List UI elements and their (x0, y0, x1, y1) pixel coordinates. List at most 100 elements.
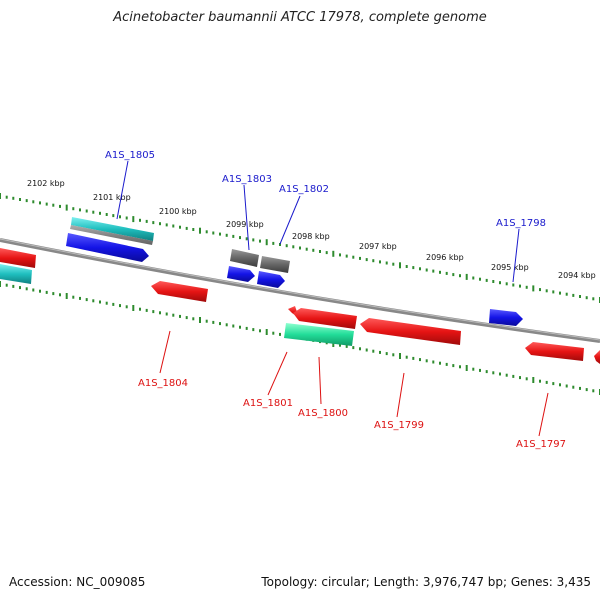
bottom-tick-66 (439, 361, 441, 365)
genome-backbone-highlight (0, 238, 600, 341)
gene-arrow-a1s1804[interactable] (151, 281, 208, 302)
top-tick-49 (325, 251, 328, 255)
gene-arrow-a1s1802-blue[interactable] (257, 271, 285, 288)
top-tick-30 (199, 227, 201, 234)
top-tick-12 (79, 208, 81, 212)
bottom-tick-29 (192, 317, 195, 321)
top-tick-89 (592, 297, 595, 301)
gene-labels: A1S_1805 A1S_1803 A1S_1802 A1S_1798 A1S_… (105, 150, 566, 450)
bottom-tick-41 (272, 331, 275, 335)
top-tick-41 (272, 241, 275, 245)
gene-label-a1s1800[interactable]: A1S_1800 (298, 408, 348, 419)
gene-arrow-left-teal[interactable] (0, 264, 32, 284)
gene-arrow-a1s1801[interactable] (284, 323, 354, 346)
top-tick-21 (139, 218, 141, 222)
top-tick-76 (505, 282, 508, 286)
scale-ticks-top (0, 193, 600, 303)
bottom-tick-59 (392, 353, 395, 357)
scale-label-2100: 2100 kbp (159, 207, 197, 216)
gene-label-a1s1804[interactable]: A1S_1804 (138, 378, 188, 389)
bottom-tick-74 (492, 371, 495, 375)
gene-arrow-a1s1798[interactable] (489, 309, 523, 326)
top-tick-78 (519, 284, 521, 288)
top-tick-45 (299, 246, 301, 250)
bottom-tick-20 (132, 305, 135, 311)
bottom-tick-3 (19, 286, 21, 290)
top-tick-72 (479, 277, 481, 281)
bottom-tick-80 (532, 377, 535, 383)
top-tick-8 (52, 203, 55, 207)
top-tick-55 (365, 258, 368, 262)
bottom-tick-16 (105, 301, 108, 305)
bottom-tick-84 (559, 383, 561, 387)
bottom-tick-17 (112, 302, 115, 306)
gene-arrow-a1s1800[interactable] (293, 308, 357, 329)
top-tick-6 (39, 201, 41, 205)
gene-arrow-a1s1803[interactable] (227, 266, 255, 282)
top-tick-82 (545, 289, 548, 293)
top-tick-80 (532, 285, 535, 292)
top-tick-85 (565, 292, 568, 296)
gene-label-a1s1801[interactable]: A1S_1801 (243, 398, 293, 409)
gene-arrow-a1s1803-gray[interactable] (230, 249, 259, 267)
leader-a1s1805 (116, 160, 129, 220)
top-tick-62 (412, 266, 415, 270)
gene-arrow-a1s1805-teal[interactable] (71, 217, 154, 241)
bottom-tick-0 (0, 281, 1, 287)
bottom-tick-37 (245, 326, 248, 330)
gene-arrow-right-edge-red[interactable] (594, 350, 600, 364)
leader-a1s1803 (243, 184, 250, 251)
top-tick-5 (32, 200, 35, 204)
bottom-tick-83 (552, 382, 555, 386)
gene-label-a1s1798[interactable]: A1S_1798 (496, 218, 546, 229)
map-title: Acinetobacter baumannii ATCC 17978, comp… (113, 10, 487, 25)
bottom-tick-22 (145, 308, 148, 312)
gene-label-a1s1797[interactable]: A1S_1797 (516, 439, 566, 450)
bottom-tick-70 (465, 365, 468, 371)
gene-arrow-a1s1802[interactable] (260, 256, 290, 273)
top-tick-18 (119, 215, 121, 219)
top-tick-4 (25, 199, 28, 203)
top-tick-69 (459, 274, 461, 278)
gene-label-a1s1805[interactable]: A1S_1805 (105, 150, 155, 161)
bottom-tick-67 (445, 362, 448, 366)
bottom-tick-28 (185, 316, 188, 320)
top-tick-23 (152, 221, 155, 225)
bottom-tick-39 (259, 329, 261, 333)
gene-arrow-left-red[interactable] (0, 248, 36, 268)
bottom-tick-51 (339, 343, 341, 347)
top-tick-50 (332, 250, 335, 257)
gene-arrow-a1s1799[interactable] (360, 318, 461, 345)
gene-label-a1s1803[interactable]: A1S_1803 (222, 174, 272, 185)
scale-label-2102: 2102 kbp (27, 179, 65, 188)
bottom-tick-57 (379, 350, 381, 354)
gene-label-a1s1799[interactable]: A1S_1799 (374, 420, 424, 431)
top-tick-79 (525, 285, 528, 289)
bottom-tick-11 (72, 295, 75, 299)
scale-label-2101: 2101 kbp (93, 193, 131, 202)
top-tick-64 (425, 268, 428, 272)
gene-arrow-a1s1797[interactable] (525, 342, 584, 361)
bottom-tick-34 (225, 323, 228, 327)
bottom-tick-78 (519, 376, 521, 380)
bottom-tick-64 (425, 359, 428, 363)
top-tick-48 (319, 250, 321, 253)
gene-label-a1s1802[interactable]: A1S_1802 (279, 184, 329, 195)
top-tick-42 (279, 243, 281, 246)
gene-arrow-a1s1805-gray[interactable] (70, 225, 153, 245)
bottom-tick-69 (459, 365, 461, 369)
top-tick-36 (239, 236, 241, 240)
bottom-tick-2 (12, 284, 15, 288)
bottom-tick-9 (59, 293, 61, 297)
bottom-tick-72 (479, 368, 481, 372)
top-tick-25 (165, 223, 168, 227)
bottom-tick-87 (579, 386, 581, 390)
bottom-tick-32 (212, 320, 215, 324)
bottom-tick-7 (45, 290, 48, 294)
top-tick-3 (19, 198, 21, 201)
bottom-tick-36 (239, 325, 241, 329)
bottom-tick-76 (505, 373, 508, 377)
top-tick-56 (372, 259, 375, 263)
top-tick-15 (99, 211, 101, 215)
gene-arrow-a1s1805[interactable] (66, 233, 149, 262)
